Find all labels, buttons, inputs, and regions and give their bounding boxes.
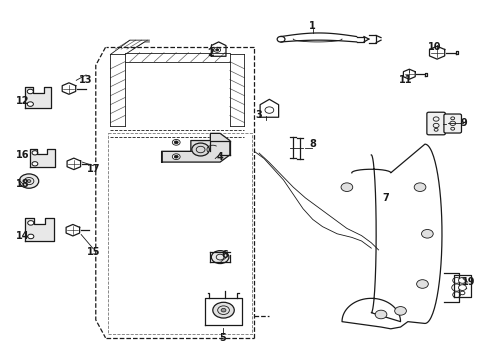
- Circle shape: [28, 234, 34, 239]
- Circle shape: [172, 154, 180, 159]
- Circle shape: [27, 180, 31, 183]
- Circle shape: [459, 291, 464, 295]
- Circle shape: [212, 302, 234, 318]
- Text: 12: 12: [16, 96, 29, 106]
- Text: 8: 8: [309, 139, 316, 149]
- Polygon shape: [25, 87, 51, 108]
- Circle shape: [32, 162, 38, 166]
- Text: 17: 17: [86, 164, 100, 174]
- Text: 15: 15: [86, 247, 100, 257]
- Text: 9: 9: [460, 118, 467, 128]
- Circle shape: [215, 49, 218, 51]
- Text: 1: 1: [309, 21, 316, 31]
- Text: 10: 10: [427, 42, 441, 52]
- Circle shape: [174, 141, 178, 144]
- Circle shape: [28, 221, 34, 225]
- Circle shape: [211, 251, 228, 264]
- Text: 2: 2: [206, 48, 213, 58]
- Circle shape: [394, 307, 406, 315]
- Text: 18: 18: [16, 179, 29, 189]
- Circle shape: [340, 183, 352, 192]
- Polygon shape: [161, 134, 229, 162]
- Text: 11: 11: [398, 75, 411, 85]
- Text: 7: 7: [382, 193, 388, 203]
- Polygon shape: [25, 219, 54, 241]
- Text: 14: 14: [16, 231, 29, 240]
- Circle shape: [374, 310, 386, 319]
- Circle shape: [19, 174, 39, 188]
- FancyBboxPatch shape: [426, 112, 445, 135]
- Circle shape: [416, 280, 427, 288]
- Text: 16: 16: [16, 150, 29, 160]
- Circle shape: [32, 151, 38, 155]
- Circle shape: [27, 89, 33, 94]
- Text: 4: 4: [216, 152, 223, 162]
- Text: 6: 6: [221, 250, 228, 260]
- Circle shape: [421, 229, 432, 238]
- Circle shape: [221, 309, 225, 312]
- Circle shape: [174, 155, 178, 158]
- Circle shape: [458, 285, 466, 291]
- Text: 13: 13: [79, 75, 93, 85]
- Polygon shape: [30, 149, 55, 167]
- Circle shape: [172, 139, 180, 145]
- Circle shape: [413, 183, 425, 192]
- Circle shape: [458, 278, 466, 283]
- Text: 5: 5: [219, 333, 225, 343]
- Text: 3: 3: [255, 111, 262, 121]
- Circle shape: [27, 102, 33, 106]
- Circle shape: [191, 143, 209, 156]
- Text: 19: 19: [461, 277, 474, 287]
- FancyBboxPatch shape: [443, 114, 461, 133]
